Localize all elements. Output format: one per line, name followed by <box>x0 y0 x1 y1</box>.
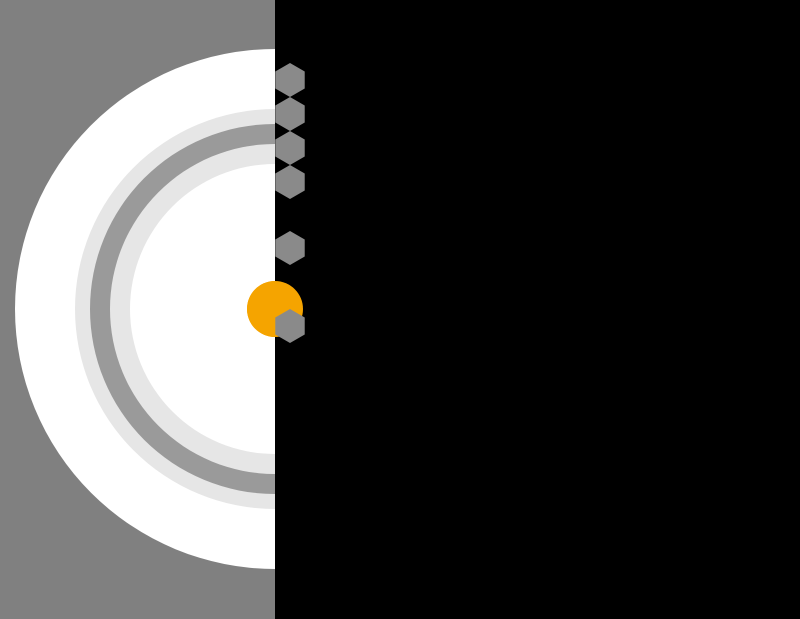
diagram-stage <box>0 0 800 619</box>
right-panel <box>275 0 800 619</box>
diagram-svg <box>0 0 800 619</box>
